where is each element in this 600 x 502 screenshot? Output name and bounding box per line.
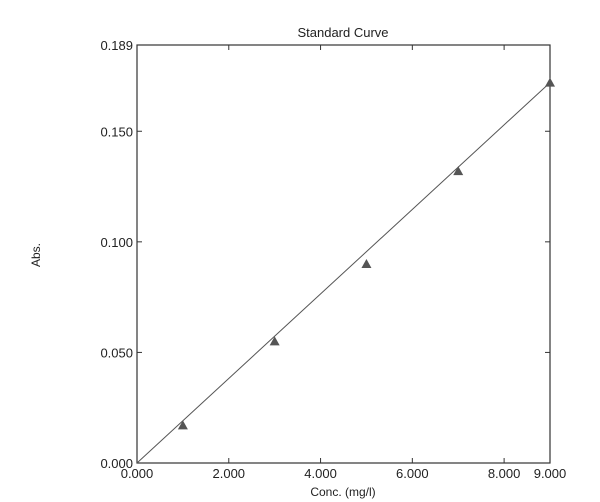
x-tick-label: 4.000 xyxy=(304,466,337,481)
x-axis-ticks: 0.000 2.000 4.000 6.000 8.000 9.000 xyxy=(121,45,567,481)
y-tick-label: 0.000 xyxy=(100,456,133,471)
y-tick-label: 0.150 xyxy=(100,124,133,139)
x-tick-label: 8.000 xyxy=(488,466,521,481)
data-point-triangle xyxy=(361,258,372,268)
data-point-triangle xyxy=(545,77,555,87)
y-axis-ticks: 0.000 0.050 0.100 0.150 0.189 xyxy=(100,38,550,471)
x-tick-label: 2.000 xyxy=(213,466,246,481)
fit-line xyxy=(136,82,551,464)
y-tick-label: 0.050 xyxy=(100,345,133,360)
data-points xyxy=(177,77,555,430)
x-tick-label: 0.000 xyxy=(121,466,154,481)
y-tick-label: 0.100 xyxy=(100,235,133,250)
plot-frame xyxy=(136,44,551,464)
y-tick-label: 0.189 xyxy=(100,38,133,53)
y-axis-label: Abs. xyxy=(29,243,43,267)
x-tick-label: 6.000 xyxy=(396,466,429,481)
data-point-triangle xyxy=(453,166,464,176)
data-point-triangle xyxy=(177,420,188,430)
fit-line-group xyxy=(136,82,551,464)
x-tick-label: 9.000 xyxy=(534,466,567,481)
x-axis-label: Conc. (mg/l) xyxy=(310,485,375,499)
data-point-triangle xyxy=(269,336,280,346)
chart-title: Standard Curve xyxy=(297,25,388,40)
